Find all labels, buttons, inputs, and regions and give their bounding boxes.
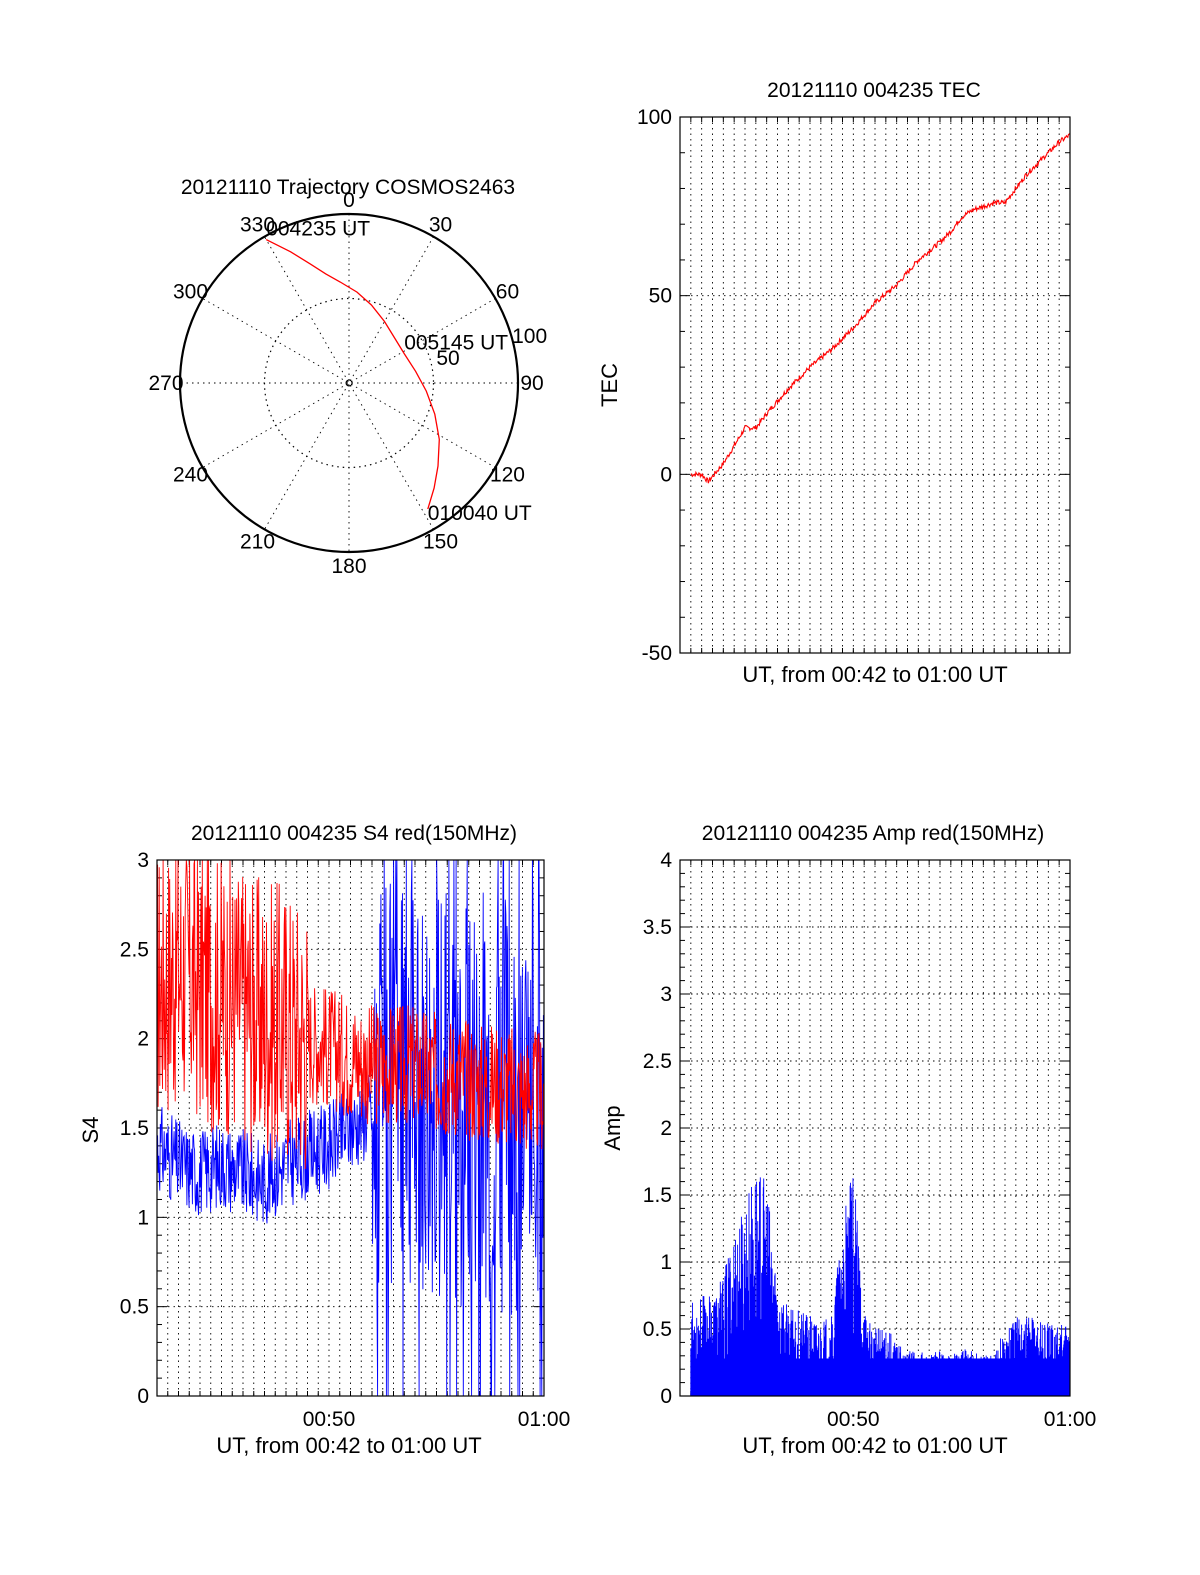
tec-frame <box>679 116 1071 654</box>
polar-spoke <box>202 298 496 468</box>
elevation-ring-label: 100 <box>512 325 547 348</box>
s4-y-tick-labels: 3 2.5 2 1.5 1 0.5 0 <box>120 849 149 1408</box>
azimuth-label: 150 <box>423 530 458 553</box>
azimuth-label: 270 <box>148 372 183 395</box>
y-tick-label: 1.5 <box>120 1117 149 1140</box>
trajectory-time-label: 005145 UT <box>404 332 508 355</box>
y-tick-label: 1 <box>137 1206 149 1229</box>
s4-title: 20121110 004235 S4 red(150MHz) <box>191 822 517 845</box>
azimuth-label: 240 <box>173 464 208 487</box>
tec-y-tick-labels: 100 50 0 -50 <box>637 106 672 665</box>
elevation-ring-label: 50 <box>436 347 459 370</box>
y-tick-label: 2 <box>137 1028 149 1051</box>
azimuth-label: 330 <box>240 214 275 237</box>
azimuth-label: 30 <box>429 214 452 237</box>
trajectory-time-label: 010040 UT <box>428 502 532 525</box>
azimuth-label: 120 <box>490 464 525 487</box>
s4-red-line <box>157 860 544 1170</box>
y-tick-label: 0 <box>137 1385 149 1408</box>
amp-y-label: Amp <box>600 1105 625 1150</box>
s4-x-label: UT, from 00:42 to 01:00 UT <box>216 1433 481 1458</box>
y-tick-label: 3 <box>660 983 672 1006</box>
y-tick-label: 2 <box>660 1117 672 1140</box>
azimuth-label: 180 <box>331 555 366 578</box>
x-tick-label: 00:50 <box>827 1408 880 1431</box>
y-tick-label: 2.5 <box>120 938 149 961</box>
y-tick-label: 3.5 <box>643 916 672 939</box>
y-tick-label: 50 <box>649 285 672 308</box>
s4-frame <box>156 859 545 1397</box>
azimuth-labels: 0 30 60 90 120 150 180 210 240 270 300 330 <box>148 189 543 578</box>
x-tick-label: 01:00 <box>1044 1408 1097 1431</box>
y-tick-label: 1 <box>660 1251 672 1274</box>
s4-plot: 20121110 004235 S4 red(150MHz) 3 2.5 2 1.5 1… <box>78 822 570 1458</box>
y-tick-label: 3 <box>137 849 149 872</box>
elevation-ring-labels: 100 50 <box>436 325 547 370</box>
azimuth-label: 90 <box>520 372 543 395</box>
s4-y-label: S4 <box>78 1117 103 1144</box>
tec-x-label: UT, from 00:42 to 01:00 UT <box>742 662 1007 687</box>
trajectory-annotations: 004235 UT 005145 UT 010040 UT <box>266 218 532 526</box>
trajectory-time-label: 004235 UT <box>266 218 370 241</box>
tec-plot: 20121110 004235 TEC 100 50 0 -50 UT, from 0… <box>597 79 1071 687</box>
s4-series <box>157 860 544 1396</box>
y-tick-label: 2.5 <box>643 1050 672 1073</box>
tec-y-label: TEC <box>597 363 622 407</box>
amp-y-tick-labels: 4 3.5 3 2.5 2 1.5 1 0.5 0 <box>643 849 673 1408</box>
tec-grid <box>679 116 1071 654</box>
polar-inner-ring <box>263 297 435 469</box>
trajectory-line <box>265 239 440 510</box>
y-tick-label: 1.5 <box>643 1184 672 1207</box>
polar-grid <box>178 212 520 554</box>
y-tick-label: 0 <box>660 1385 672 1408</box>
polar-spoke <box>264 236 434 530</box>
amp-base-fill <box>690 1358 1070 1396</box>
amp-x-tick-labels: 00:50 01:00 <box>827 1408 1096 1431</box>
x-tick-label: 00:50 <box>303 1408 356 1431</box>
amp-frame <box>679 859 1071 1397</box>
s4-x-tick-labels: 00:50 01:00 <box>303 1408 571 1431</box>
polar-spoke <box>264 236 434 530</box>
y-tick-label: -50 <box>642 642 672 665</box>
tec-title: 20121110 004235 TEC <box>767 79 981 102</box>
azimuth-label: 60 <box>496 281 519 304</box>
x-tick-label: 01:00 <box>518 1408 571 1431</box>
azimuth-label: 300 <box>173 281 208 304</box>
y-tick-label: 100 <box>637 106 672 129</box>
tec-line <box>690 132 1071 484</box>
amp-x-label: UT, from 00:42 to 01:00 UT <box>742 1433 1007 1458</box>
s4-series-clip <box>157 860 544 1396</box>
trajectory-polar-plot: 20121110 Trajectory COSMOS2463 0 30 60 90 12… <box>148 176 547 578</box>
amp-plot: 20121110 004235 Amp red(150MHz) 4 3.5 3 2.5… <box>600 822 1096 1458</box>
trajectory-series <box>265 239 440 510</box>
azimuth-label: 210 <box>240 530 275 553</box>
y-tick-label: 0.5 <box>643 1318 672 1341</box>
y-tick-label: 0 <box>660 463 672 486</box>
s4-blue-line <box>157 860 544 1396</box>
y-tick-label: 4 <box>660 849 672 872</box>
polar-spoke <box>202 298 496 468</box>
y-tick-label: 0.5 <box>120 1296 149 1319</box>
tec-series <box>690 132 1071 484</box>
amp-title: 20121110 004235 Amp red(150MHz) <box>702 822 1044 845</box>
amp-series <box>690 1177 1071 1396</box>
azimuth-label: 0 <box>343 189 355 212</box>
trajectory-title: 20121110 Trajectory COSMOS2463 <box>181 176 515 199</box>
